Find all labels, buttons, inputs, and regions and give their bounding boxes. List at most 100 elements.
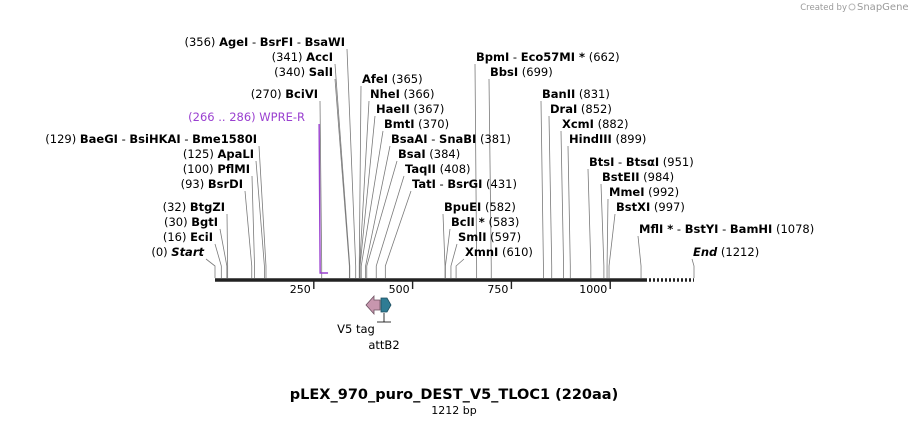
site-name-bcivi: BciVI [285, 87, 318, 101]
site-label-apali[interactable]: (125) ApaLI [183, 147, 254, 161]
site-position-bpmi: (662) [585, 50, 620, 64]
site-name-bpmi: BpmI [476, 50, 509, 64]
site-name-xmni: XmnI [465, 245, 498, 259]
site-name-ecii: EciI [190, 230, 213, 244]
site-separator: - [293, 35, 304, 49]
site-position-bmti: (370) [415, 117, 450, 131]
site-label-bpmi[interactable]: BpmI - Eco57MI * (662) [476, 50, 620, 64]
site-leader-ecii [214, 243, 222, 278]
site-position-xcmi: (882) [594, 117, 629, 131]
site-label-bstxi[interactable]: BstXI (997) [616, 200, 685, 214]
site-name-acci: AccI [306, 50, 333, 64]
attb2-feature-arrow[interactable] [380, 297, 392, 313]
v5-tag-feature-arrow[interactable] [365, 294, 381, 316]
site-label-hindiii[interactable]: HindIII (899) [569, 132, 646, 146]
site-name-taqii: TaqII [405, 162, 436, 176]
site-label-bcli[interactable]: BclI * (583) [451, 215, 519, 229]
site-leader-bgti [219, 228, 228, 278]
site-label-bsteii[interactable]: BstEII (984) [602, 170, 674, 184]
site-label-nhei[interactable]: NheI (366) [370, 87, 434, 101]
site-name-bcli: BclI * [451, 215, 485, 229]
site-position-hindiii: (899) [612, 132, 647, 146]
site-name-xcmi: XcmI [562, 117, 594, 131]
site-label-bcivi[interactable]: (270) BciVI [251, 87, 318, 101]
site-leader-baegi [258, 145, 267, 278]
site-position-bsteii: (984) [640, 170, 675, 184]
primer-name: WPRE-R [259, 110, 305, 124]
site-leader-start [205, 258, 216, 278]
site-label-end[interactable]: End (1212) [693, 245, 759, 259]
site-position-bcivi: (270) [251, 87, 286, 101]
primer-wpre-r-arrow[interactable] [318, 123, 329, 274]
site-leader-taqii [375, 175, 405, 278]
site-separator: - [436, 177, 447, 191]
axis-ticks: 250 500 750 1000 [290, 279, 611, 296]
site-name-mfli: MflI * [639, 222, 673, 236]
site-label-start[interactable]: (0) Start [151, 245, 204, 259]
site-name-start: Start [171, 245, 204, 259]
site-separator: - [248, 35, 259, 49]
site-leader-sali [334, 78, 350, 278]
site-label-baegi[interactable]: (129) BaeGI - BsiHKAI - Bme1580I [45, 132, 257, 146]
site-position-mfli: (1078) [772, 222, 814, 236]
credit-brand: SnapGene [857, 2, 909, 13]
site-name-bsai: BsaI [398, 147, 426, 161]
site-position-bsai: (384) [426, 147, 461, 161]
site-label-afei[interactable]: AfeI (365) [362, 72, 423, 86]
site-position-drai: (852) [577, 102, 612, 116]
site-label-acci[interactable]: (341) AccI [272, 50, 333, 64]
site-label-xcmi[interactable]: XcmI (882) [562, 117, 629, 131]
site-position-nhei: (366) [400, 87, 435, 101]
site-leader-smli [450, 243, 458, 278]
site-name-bsawi: BsaWI [305, 35, 345, 49]
site-leader-bmti [360, 130, 384, 278]
feature-label-v5-tag: V5 tag [337, 322, 375, 336]
site-separator: - [118, 132, 129, 146]
site-label-taqii[interactable]: TaqII (408) [405, 162, 471, 176]
site-name-btsi: BtsI [589, 155, 614, 169]
site-label-bmti[interactable]: BmtI (370) [384, 117, 449, 131]
site-label-btgzi[interactable]: (32) BtgZI [163, 200, 225, 214]
site-position-start: (0) [151, 245, 171, 259]
site-name-drai: DraI [550, 102, 577, 116]
site-label-smli[interactable]: SmlI (597) [458, 230, 521, 244]
site-name-smli: SmlI [458, 230, 487, 244]
site-label-bgti[interactable]: (30) BgtI [164, 215, 218, 229]
site-label-mfli[interactable]: MflI * - BstYI - BamHI (1078) [639, 222, 814, 236]
site-leader-drai [548, 115, 553, 278]
site-label-haeii[interactable]: HaeII (367) [376, 102, 444, 116]
site-position-btgzi: (32) [163, 200, 190, 214]
site-label-sali[interactable]: (340) SalI [274, 65, 333, 79]
site-position-taqii: (408) [436, 162, 471, 176]
site-position-acci: (341) [272, 50, 307, 64]
site-label-bsaai[interactable]: BsaAI - SnaBI (381) [391, 132, 511, 146]
site-name-bsaai: BsaAI [391, 132, 428, 146]
credit-badge: Created by SnapGene [800, 2, 908, 13]
primer-label-wpre-r[interactable]: (266 .. 286) WPRE-R [188, 110, 305, 124]
snapgene-logo-icon [848, 3, 856, 11]
site-leader-xcmi [560, 130, 564, 278]
site-label-btsi[interactable]: BtsI - BtsαI (951) [589, 155, 694, 169]
site-label-mmei[interactable]: MmeI (992) [609, 185, 679, 199]
site-label-bsai[interactable]: BsaI (384) [398, 147, 460, 161]
site-leader-bsai [366, 160, 398, 278]
site-label-bbsi[interactable]: BbsI (699) [490, 65, 553, 79]
site-name-apali: ApaLI [218, 147, 255, 161]
site-position-end: (1212) [717, 245, 759, 259]
site-name-agei: AgeI [219, 35, 248, 49]
site-name-bsihkai: BsiHKAI [129, 132, 180, 146]
site-label-drai[interactable]: DraI (852) [550, 102, 612, 116]
site-label-xmni[interactable]: XmnI (610) [465, 245, 533, 259]
site-label-pflmi[interactable]: (100) PflMI [183, 162, 250, 176]
site-label-tati[interactable]: TatI - BsrGI (431) [412, 177, 517, 191]
site-label-bpuei[interactable]: BpuEI (582) [444, 200, 516, 214]
axis-tick-label-1000: 1000 [579, 283, 607, 296]
site-leader-bsaai [365, 145, 391, 278]
site-leader-btgzi [226, 213, 229, 278]
site-label-agei[interactable]: (356) AgeI - BsrFI - BsaWI [184, 35, 345, 49]
site-label-ecii[interactable]: (16) EciI [163, 230, 213, 244]
site-name-snabi: SnaBI [439, 132, 476, 146]
site-label-banii[interactable]: BanII (831) [542, 87, 610, 101]
site-label-bsrdi[interactable]: (93) BsrDI [181, 177, 243, 191]
